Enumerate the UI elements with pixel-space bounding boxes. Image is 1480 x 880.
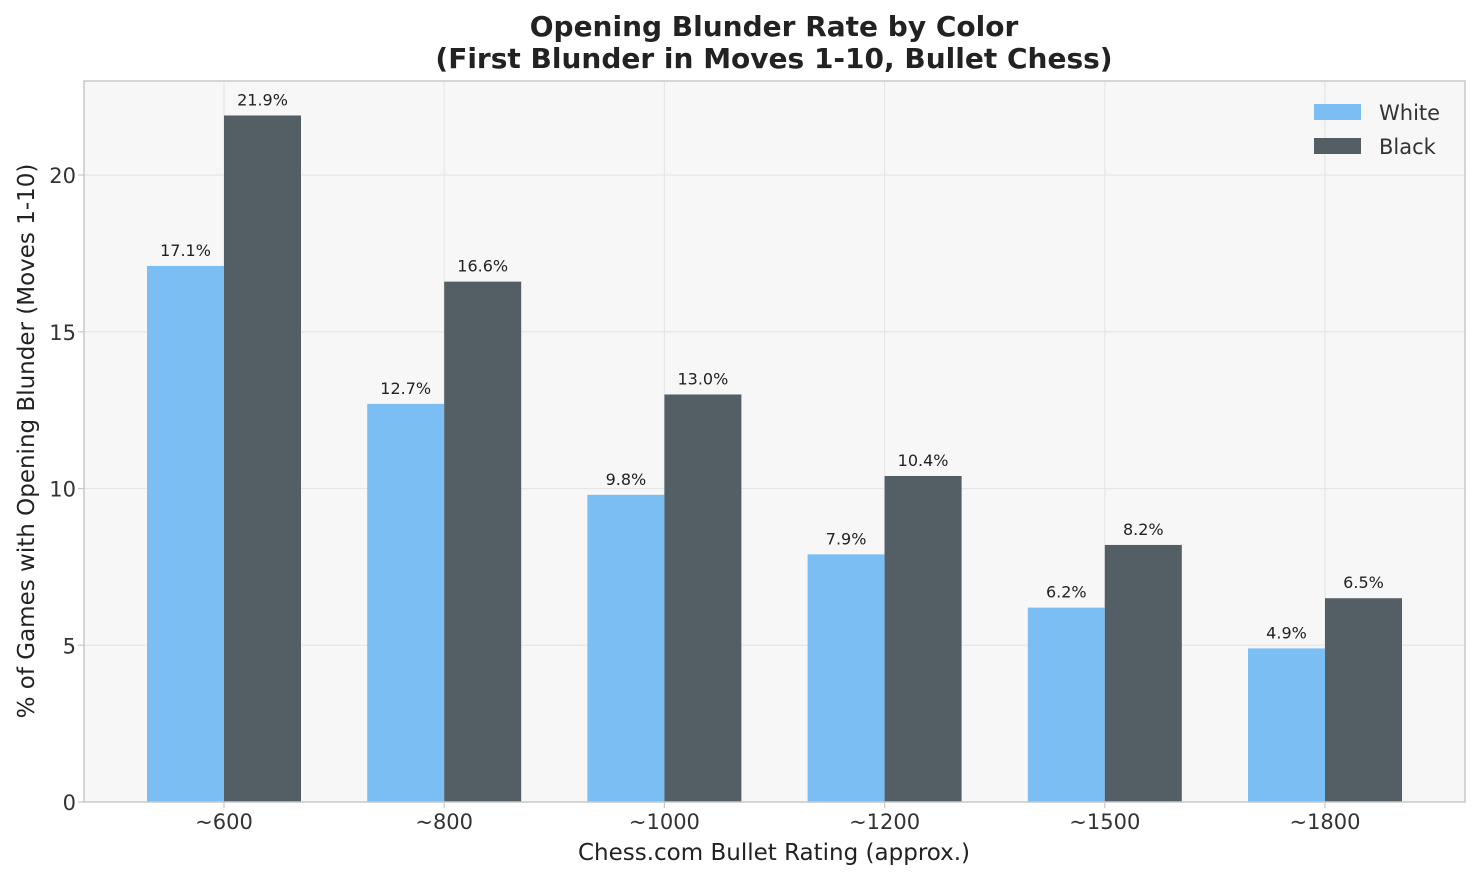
y-tick-label: 0	[63, 791, 76, 815]
chart-title-line-1: Opening Blunder Rate by Color	[530, 10, 1019, 43]
bar-black-800	[444, 281, 522, 802]
plot-frame	[83, 80, 1466, 803]
bars	[147, 115, 1402, 803]
bar-black-1500	[1104, 544, 1182, 802]
x-axis-ticks: ~600 ~800 ~1000 ~1200 ~1500 ~1800	[195, 802, 1361, 834]
bar-value-label: 17.1%	[160, 241, 211, 260]
bar-value-label: 4.9%	[1266, 623, 1307, 642]
x-tick-label: ~800	[415, 810, 473, 834]
legend-label-white: White	[1379, 101, 1440, 125]
x-tick-label: ~1500	[1069, 810, 1140, 834]
chart-title-line-2: (First Blunder in Moves 1-10, Bullet Che…	[435, 42, 1112, 75]
bar-black-600	[224, 115, 301, 802]
bar-white-800	[367, 403, 445, 802]
x-tick-label: ~600	[195, 810, 253, 834]
y-tick-label: 5	[63, 634, 76, 658]
bar-white-1000	[587, 494, 665, 802]
legend-swatch-white	[1314, 104, 1361, 120]
bar-value-label: 13.0%	[677, 369, 728, 388]
chart-title: Opening Blunder Rate by Color (First Blu…	[435, 10, 1112, 75]
y-tick-label: 15	[49, 321, 76, 345]
bar-value-label: 6.2%	[1046, 583, 1087, 602]
x-axis-label: Chess.com Bullet Rating (approx.)	[578, 840, 970, 866]
bar-value-labels: 17.1% 12.7% 9.8% 7.9% 6.2% 4.9% 21.9% 16.6% 13.0…	[160, 90, 1384, 642]
bar-white-1800	[1248, 648, 1325, 802]
y-axis-ticks: 0 5 10 15 20	[49, 164, 84, 815]
legend: White Black	[1314, 101, 1440, 159]
bar-black-1800	[1325, 598, 1402, 802]
x-tick-label: ~1000	[629, 810, 700, 834]
legend-swatch-black	[1314, 138, 1361, 154]
y-axis-label: % of Games with Opening Blunder (Moves 1…	[14, 164, 40, 719]
bar-value-label: 8.2%	[1123, 520, 1164, 539]
plot-area	[84, 81, 1465, 802]
bar-value-label: 21.9%	[237, 90, 288, 109]
bar-value-label: 10.4%	[898, 451, 949, 470]
bar-white-1200	[807, 554, 885, 802]
bar-value-label: 12.7%	[380, 379, 431, 398]
bar-value-label: 6.5%	[1343, 573, 1384, 592]
bar-value-label: 7.9%	[826, 529, 867, 548]
bar-white-1500	[1027, 607, 1105, 802]
y-tick-label: 20	[49, 164, 76, 188]
bar-white-600	[147, 265, 224, 803]
bar-black-1000	[664, 394, 742, 802]
bar-value-label: 16.6%	[457, 257, 508, 276]
bar-value-label: 9.8%	[606, 470, 647, 489]
legend-label-black: Black	[1379, 135, 1437, 159]
x-tick-label: ~1800	[1289, 810, 1360, 834]
bar-black-1200	[884, 475, 962, 802]
x-tick-label: ~1200	[849, 810, 920, 834]
y-tick-label: 10	[49, 478, 76, 502]
